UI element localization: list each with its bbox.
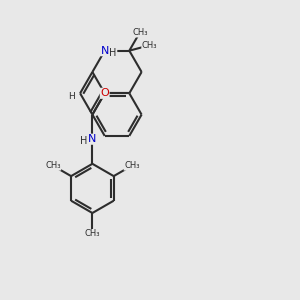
Text: O: O: [100, 88, 109, 98]
Text: CH₃: CH₃: [85, 230, 100, 238]
Text: CH₃: CH₃: [45, 161, 61, 170]
Text: H: H: [80, 136, 87, 146]
Text: N: N: [100, 46, 109, 56]
Text: CH₃: CH₃: [124, 161, 140, 170]
Text: H: H: [110, 48, 117, 58]
Text: N: N: [88, 134, 97, 144]
Text: CH₃: CH₃: [132, 28, 148, 37]
Text: CH₃: CH₃: [142, 41, 157, 50]
Text: H: H: [68, 92, 75, 101]
